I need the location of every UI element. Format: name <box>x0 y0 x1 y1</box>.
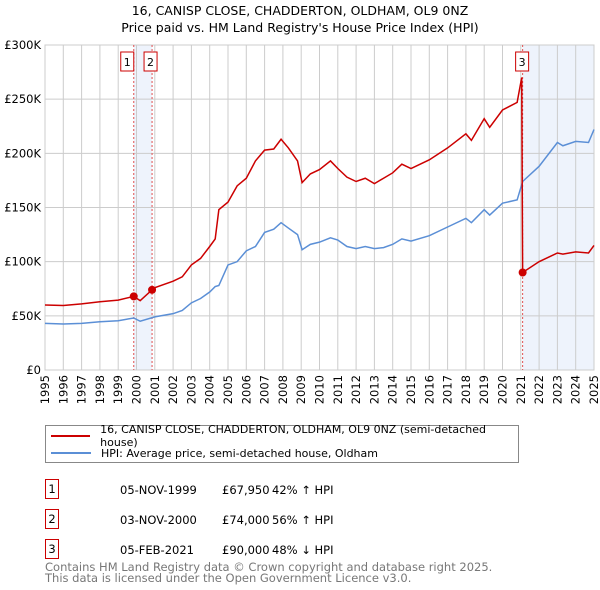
x-tick-label: 2012 <box>349 375 363 404</box>
sale-label-box <box>515 51 530 72</box>
x-tick-label: 2025 <box>587 375 600 404</box>
y-tick-label: £200K <box>4 146 41 160</box>
x-tick-label: 2018 <box>459 375 473 404</box>
legend-swatch-property <box>51 435 91 437</box>
x-tick-label: 2014 <box>386 375 400 404</box>
x-tick-label: 2013 <box>367 375 381 404</box>
x-tick-label: 2003 <box>184 375 198 404</box>
x-tick-label: 2017 <box>441 375 455 404</box>
x-tick-label: 2015 <box>404 375 418 404</box>
x-tick-label: 1997 <box>75 375 89 404</box>
sale-number-badge: 2 <box>45 509 59 529</box>
sale-label-number: 2 <box>147 56 154 69</box>
x-tick-label: 2002 <box>166 375 180 404</box>
footer-line-2: This data is licensed under the Open Gov… <box>45 571 412 585</box>
plot-area: 1995 1996 1997 1998 1999 2000 2001 2002 2003 2004… <box>4 38 600 404</box>
sale-number-badge: 1 <box>45 479 59 499</box>
x-tick-label: 2016 <box>422 375 436 404</box>
sale-date: 03-NOV-2000 <box>120 513 197 527</box>
chart-subtitle: Price paid vs. HM Land Registry's House … <box>121 20 479 35</box>
sale-label-box <box>120 51 135 72</box>
property-series-line <box>44 77 595 307</box>
x-tick-label: 2009 <box>294 375 308 404</box>
sale-date: 05-NOV-1999 <box>120 483 197 497</box>
x-tick-label: 1996 <box>56 375 70 404</box>
x-tick-label: 1999 <box>111 375 125 404</box>
x-tick-label: 2011 <box>331 375 345 404</box>
sale-price: £67,950 <box>222 483 270 497</box>
sale-label-number: 1 <box>124 56 131 69</box>
plot-border <box>44 44 595 371</box>
y-tick-label: £50K <box>12 309 42 323</box>
hpi-series-line <box>44 129 595 325</box>
footer-line-1: Contains HM Land Registry data © Crown c… <box>45 560 493 574</box>
x-tick-label: 2023 <box>550 375 564 404</box>
sale-hpi-diff: 56% ↑ HPI <box>272 513 334 527</box>
sale-point <box>129 292 138 301</box>
x-tick-label: 2008 <box>276 375 290 404</box>
x-tick-label: 2005 <box>221 375 235 404</box>
x-tick-label: 2006 <box>239 375 253 404</box>
legend: 16, CANISP CLOSE, CHADDERTON, OLDHAM, OL… <box>45 423 519 463</box>
x-tick-label: 2000 <box>130 375 144 404</box>
sale-date: 05-FEB-2021 <box>120 543 194 557</box>
sale-point <box>148 285 157 294</box>
x-tick-label: 2001 <box>148 375 162 404</box>
y-tick-label: £0 <box>26 363 41 377</box>
x-tick-label: 2004 <box>203 375 217 404</box>
x-tick-label: 2019 <box>477 375 491 404</box>
y-tick-label: £100K <box>4 255 41 269</box>
x-tick-label: 2021 <box>514 375 528 404</box>
sale-point <box>518 268 527 277</box>
x-tick-label: 1995 <box>38 375 52 404</box>
sale-hpi-diff: 42% ↑ HPI <box>272 483 334 497</box>
y-tick-label: £250K <box>4 92 41 106</box>
y-tick-label: £150K <box>4 201 41 215</box>
x-tick-label: 2024 <box>569 375 583 404</box>
legend-label-hpi: HPI: Average price, semi-detached house,… <box>101 446 378 460</box>
sale-label-box <box>143 51 158 72</box>
legend-swatch-hpi <box>51 452 91 454</box>
sale-price: £74,000 <box>222 513 270 527</box>
x-tick-label: 2022 <box>532 375 546 404</box>
x-tick-label: 1998 <box>93 375 107 404</box>
x-tick-label: 2010 <box>313 375 327 404</box>
y-tick-label: £300K <box>4 38 41 52</box>
legend-label-property: 16, CANISP CLOSE, CHADDERTON, OLDHAM, OL… <box>100 423 486 449</box>
sale-number-badge: 3 <box>45 539 59 559</box>
chart-title: 16, CANISP CLOSE, CHADDERTON, OLDHAM, OL… <box>131 3 469 18</box>
sale-label-number: 3 <box>519 56 526 69</box>
x-tick-label: 2020 <box>496 375 510 404</box>
sale-hpi-diff: 48% ↓ HPI <box>272 543 334 557</box>
x-tick-label: 2007 <box>258 375 272 404</box>
sale-price: £90,000 <box>222 543 270 557</box>
